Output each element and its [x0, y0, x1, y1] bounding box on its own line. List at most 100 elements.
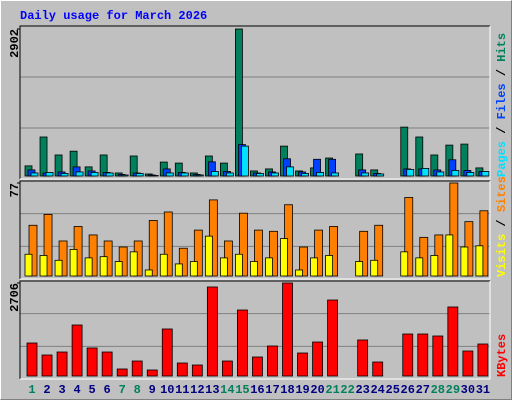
bar [430, 255, 439, 277]
bar [310, 257, 318, 277]
y-tick-label: 2902 [8, 29, 22, 58]
bar [432, 335, 444, 377]
panel-border-dark [19, 180, 490, 279]
panel-border-light [20, 181, 491, 280]
bar [460, 246, 469, 277]
bar [86, 347, 98, 377]
x-tick-label: 4 [73, 383, 80, 397]
bar [116, 368, 128, 377]
bar [135, 173, 144, 177]
bar [447, 306, 459, 377]
bar [26, 342, 38, 377]
bar [58, 240, 68, 277]
bar [28, 224, 38, 277]
y-tick-label: 2706 [8, 283, 22, 312]
bar [370, 259, 379, 277]
bar [101, 351, 113, 377]
bar [256, 173, 264, 177]
panel-border-light [20, 281, 491, 380]
bar [374, 224, 384, 277]
bar [252, 356, 263, 377]
bar [355, 261, 364, 277]
bar [30, 172, 39, 177]
bar [71, 324, 83, 377]
bar [204, 235, 213, 277]
bar [419, 236, 429, 277]
bar [415, 257, 424, 277]
bar [241, 145, 249, 177]
bar [41, 354, 53, 377]
x-tick-label: 27 [416, 383, 430, 397]
bar [174, 263, 183, 277]
bar [372, 361, 384, 377]
bar [357, 339, 369, 377]
bar [88, 234, 98, 277]
bar [176, 362, 188, 377]
bar [120, 174, 129, 177]
bar [191, 364, 203, 377]
bar [417, 333, 429, 377]
bar [271, 172, 279, 177]
bar [210, 171, 219, 177]
bar [144, 269, 153, 277]
x-tick-label: 12 [190, 383, 204, 397]
bar [131, 360, 143, 377]
bar [235, 253, 243, 277]
bar [479, 210, 489, 277]
bar [451, 170, 460, 177]
legend-separator: / [495, 212, 509, 234]
bar [193, 229, 203, 277]
x-tick-label: 1 [28, 383, 35, 397]
x-tick-label: 26 [401, 383, 415, 397]
bar [239, 212, 248, 277]
x-tick-label: 10 [160, 383, 174, 397]
legend-entry: Hits [495, 33, 509, 62]
x-tick-label: 9 [149, 383, 156, 397]
bar [146, 369, 158, 377]
x-tick-label: 8 [134, 383, 141, 397]
bar [299, 246, 308, 277]
bar [359, 230, 369, 277]
bar [39, 136, 48, 177]
bar [406, 169, 415, 177]
legend-entry: Pages [495, 141, 509, 177]
legend: KBytes [495, 334, 509, 377]
bar [312, 341, 323, 377]
bar [402, 333, 414, 377]
bar [301, 173, 309, 177]
bar [69, 249, 78, 277]
bar [265, 257, 273, 277]
bar [221, 360, 233, 377]
chart-title: Daily usage for March 2026 [20, 9, 207, 23]
bar [250, 261, 258, 277]
bar [376, 173, 385, 177]
bar [163, 211, 173, 277]
x-tick-label: 23 [355, 383, 369, 397]
bar [400, 251, 409, 277]
legend-entry: Sites [495, 176, 509, 212]
x-tick-label: 5 [89, 383, 96, 397]
bar [189, 261, 198, 277]
bar [421, 168, 430, 177]
legend: Pages / Files / Hits [495, 33, 509, 177]
x-tick-label: 18 [280, 383, 294, 397]
x-tick-label: 22 [340, 383, 354, 397]
legend-separator: / [495, 62, 509, 84]
bar [475, 245, 484, 277]
bar [297, 352, 308, 377]
bar [329, 226, 339, 277]
bar [129, 251, 138, 277]
bar [180, 172, 189, 177]
x-tick-label: 20 [310, 383, 324, 397]
bar [269, 230, 278, 277]
x-tick-label: 14 [220, 383, 234, 397]
x-tick-label: 24 [370, 383, 384, 397]
x-tick-label: 15 [235, 383, 249, 397]
x-tick-label: 25 [386, 383, 400, 397]
bar [280, 238, 288, 277]
bar [178, 247, 188, 277]
bar [295, 269, 303, 277]
bar [314, 229, 323, 277]
legend: Visits / Sites [495, 176, 509, 277]
